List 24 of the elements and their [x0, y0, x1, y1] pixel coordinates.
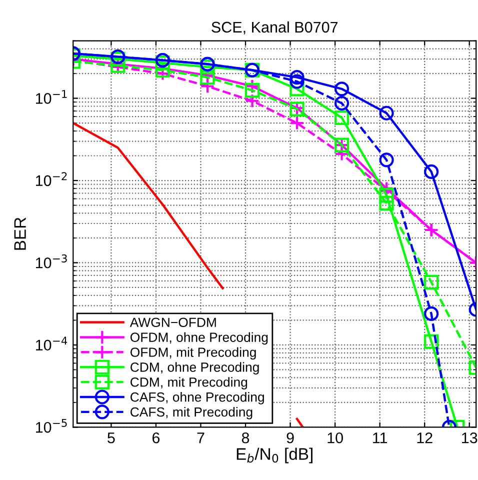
x-tick-label: 5 [108, 432, 115, 444]
y-axis-title: BER [14, 218, 26, 250]
y-tick-label: 10$^{−2}$ [36, 172, 67, 186]
x-tick-label: 12 [417, 432, 432, 444]
legend-label: OFDM, ohne Precoding [130, 332, 268, 345]
legend-label: AWGN−OFDM [130, 318, 216, 328]
y-tick-label: 10$^{−4}$ [36, 336, 68, 351]
legend-label: CAFS, mit Precoding [130, 406, 252, 420]
x-tick-label: 8 [242, 432, 250, 444]
chart-title: SCE, Kanal B0707 [212, 21, 338, 34]
legend-label: CAFS, ohne Precoding [130, 392, 264, 404]
legend-label: CDM, ohne Precoding [130, 362, 259, 374]
legend-label: OFDM, mit Precoding [130, 347, 256, 360]
x-tick-label: 6 [152, 432, 160, 444]
y-tick-label: 10$^{−5}$ [36, 418, 67, 433]
x-tick-label: 13 [462, 432, 478, 444]
x-axis-title: E$_{b}$/N$_{0}$ [dB] [236, 448, 312, 464]
x-tick-label: 9 [286, 432, 294, 444]
x-tick-label: 10 [328, 432, 343, 444]
y-tick-label: 10$^{−1}$ [36, 90, 67, 104]
x-tick-label: 11 [373, 432, 388, 444]
x-tick-label: 7 [197, 432, 204, 444]
y-tick-label: 10$^{−3}$ [36, 254, 67, 268]
legend-label: CDM, mit Precoding [130, 377, 248, 390]
